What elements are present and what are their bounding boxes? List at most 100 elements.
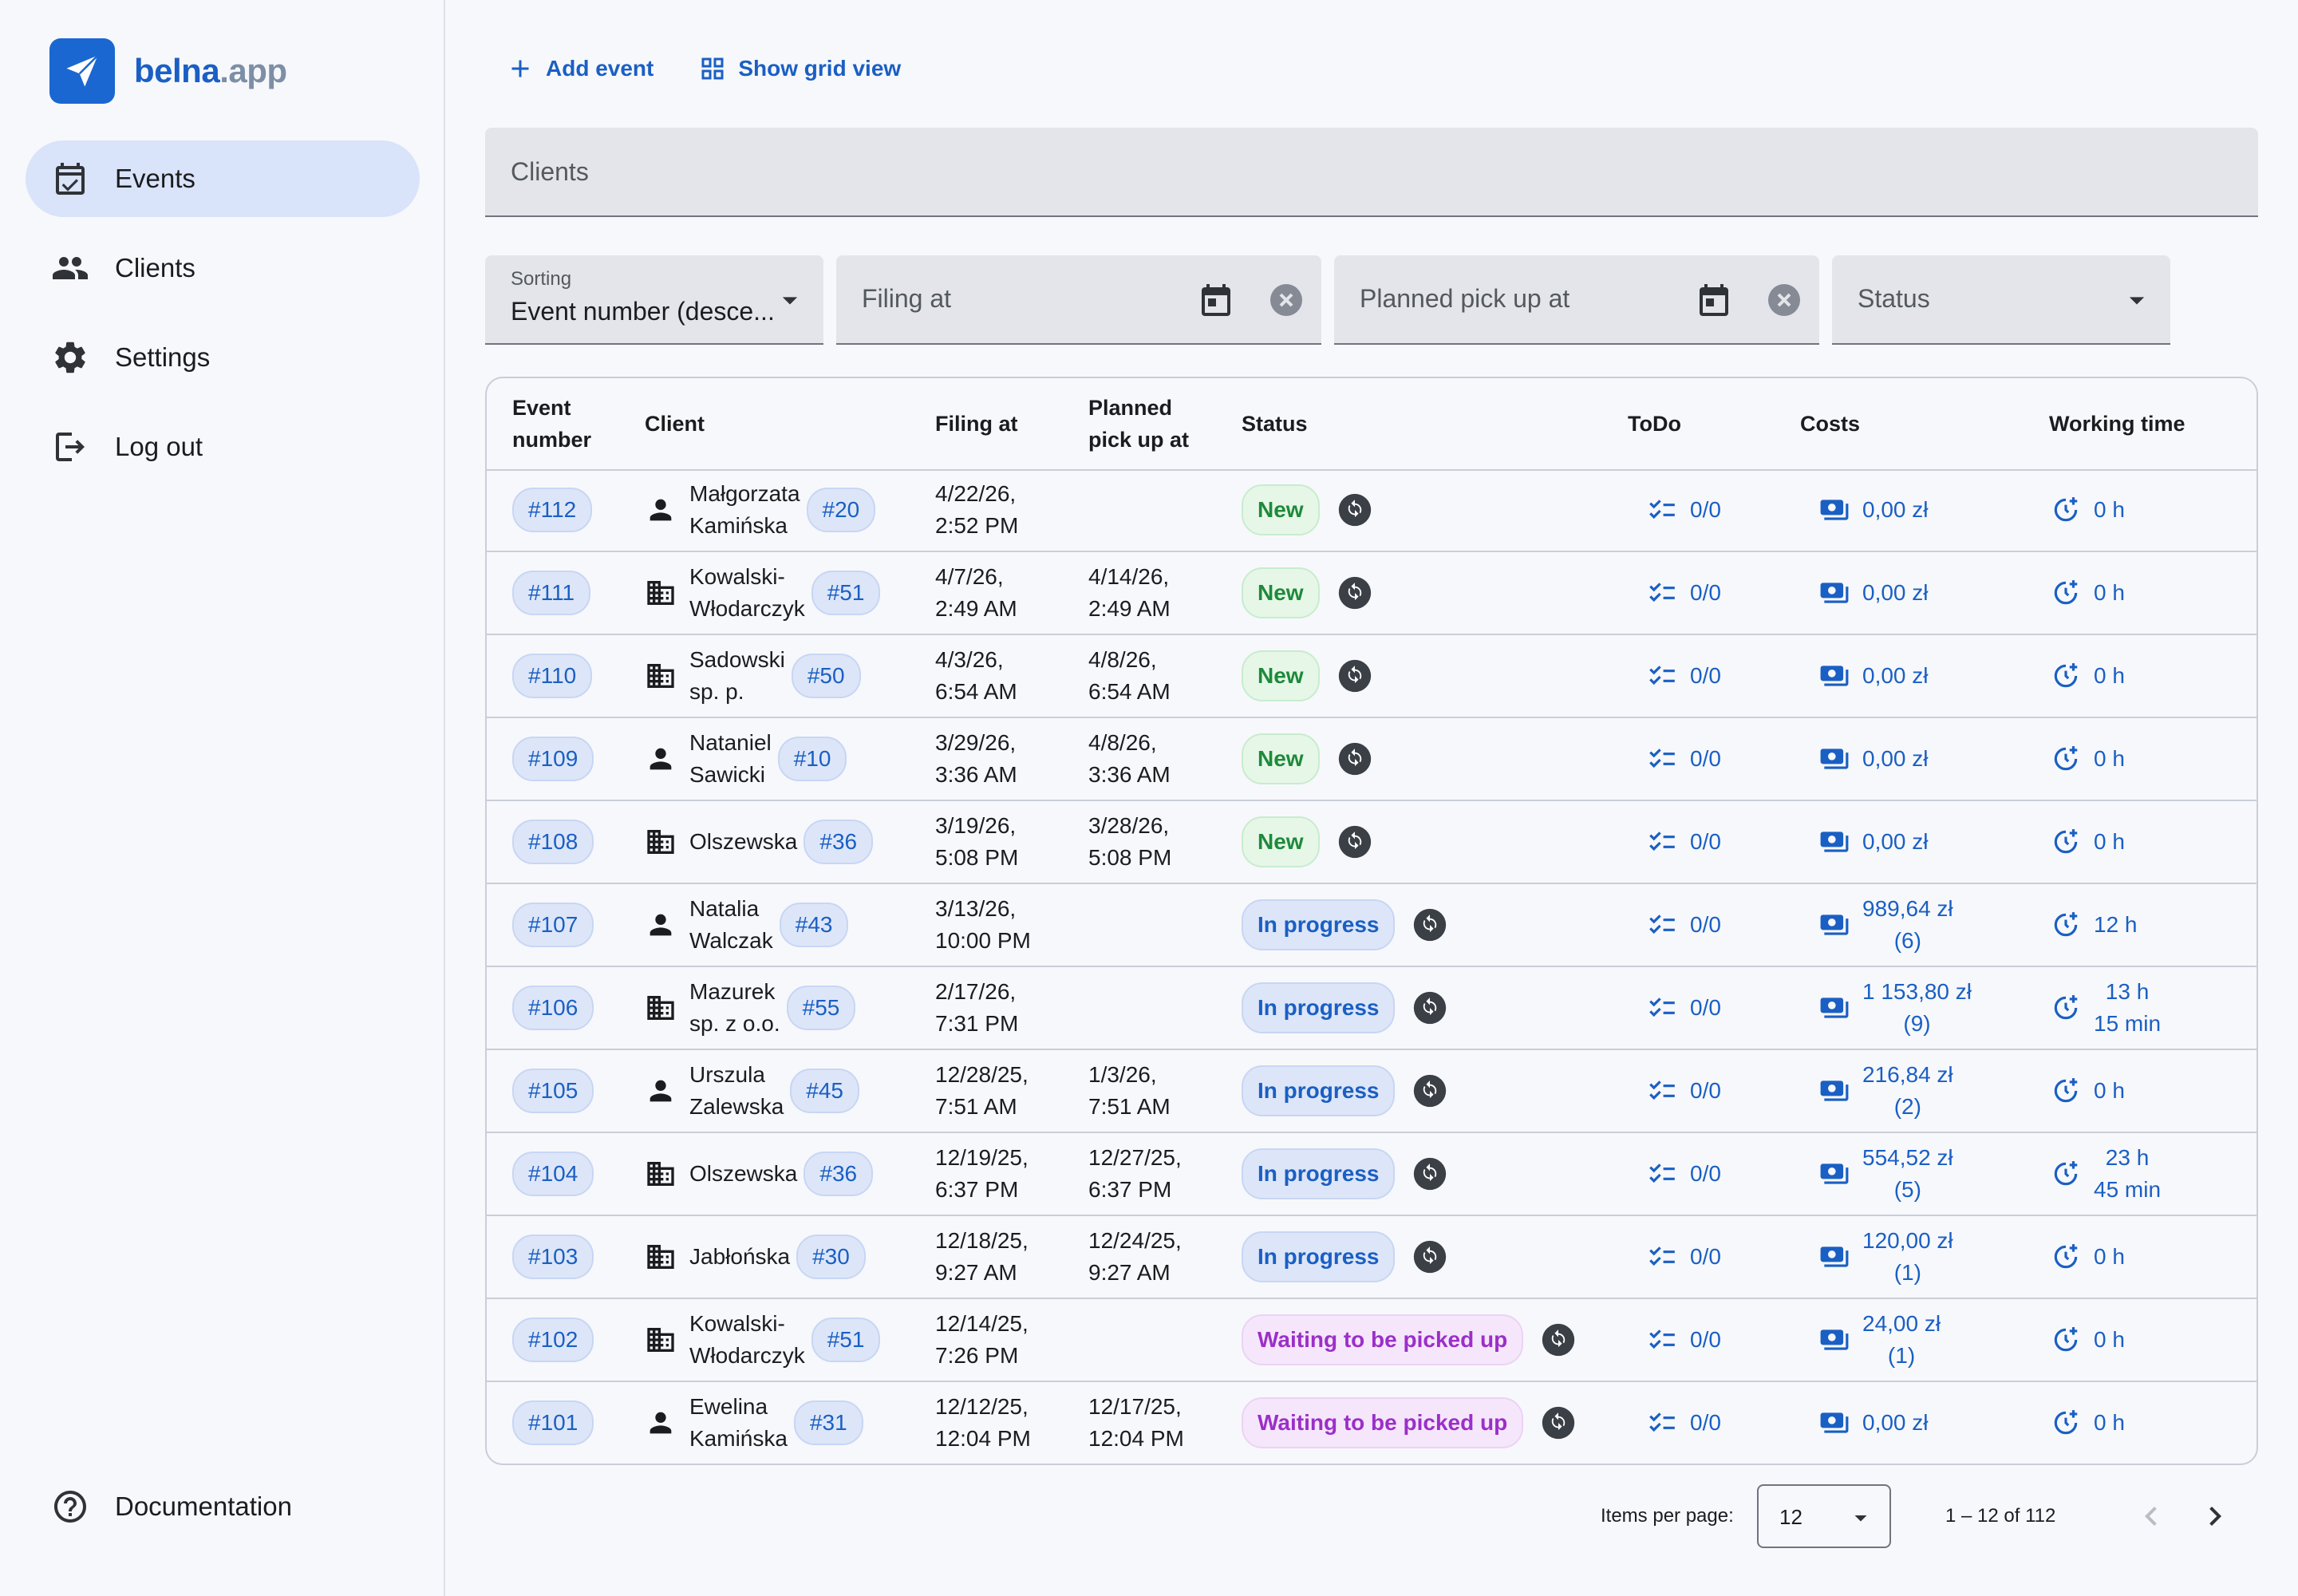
next-page-icon[interactable] <box>2196 1497 2234 1535</box>
sync-status-icon[interactable] <box>1337 658 1372 693</box>
client-id-chip[interactable]: #55 <box>786 986 856 1030</box>
event-number-chip[interactable]: #108 <box>512 820 594 864</box>
todo-metric[interactable]: 0/0 <box>1647 1075 1721 1107</box>
filing-at-date-input[interactable]: Filing at <box>836 255 1321 345</box>
working-time-metric[interactable]: 0 h <box>2051 1407 2125 1439</box>
event-number-chip[interactable]: #107 <box>512 903 594 947</box>
table-row[interactable]: #108 Olszewska #36 3/19/26, 5:08 PM 3/28/… <box>487 801 2257 884</box>
costs-metric[interactable]: 989,64 zł (6) <box>1819 893 1953 957</box>
table-row[interactable]: #111 Kowalski- Włodarczyk #51 4/7/26, 2:49… <box>487 552 2257 635</box>
header-working-time[interactable]: Working time <box>2049 412 2185 436</box>
working-time-metric[interactable]: 0 h <box>2051 826 2125 858</box>
event-number-chip[interactable]: #111 <box>512 571 591 615</box>
costs-metric[interactable]: 120,00 zł (1) <box>1819 1225 1953 1289</box>
table-row[interactable]: #105 Urszula Zalewska #45 12/28/25, 7:51 A… <box>487 1050 2257 1133</box>
client-id-chip[interactable]: #10 <box>777 737 847 781</box>
working-time-metric[interactable]: 0 h <box>2051 1241 2125 1273</box>
table-row[interactable]: #102 Kowalski- Włodarczyk #51 12/14/25, 7:… <box>487 1299 2257 1382</box>
status-badge[interactable]: In progress <box>1242 982 1396 1033</box>
calendar-icon[interactable] <box>1695 281 1733 319</box>
sync-status-icon[interactable] <box>1337 492 1372 527</box>
costs-metric[interactable]: 0,00 zł <box>1819 577 1929 609</box>
header-status[interactable]: Status <box>1242 412 1308 436</box>
event-number-chip[interactable]: #112 <box>512 488 593 532</box>
client-name[interactable]: Urszula Zalewska <box>689 1062 784 1119</box>
sync-status-icon[interactable] <box>1412 990 1447 1025</box>
sidebar-item-events[interactable]: Events <box>26 140 420 217</box>
client-name[interactable]: Małgorzata Kamińska <box>689 481 800 538</box>
table-row[interactable]: #109 Nataniel Sawicki #10 3/29/26, 3:36 AM… <box>487 718 2257 801</box>
clients-search-input[interactable]: Clients <box>485 128 2258 217</box>
working-time-metric[interactable]: 0 h <box>2051 494 2125 526</box>
todo-metric[interactable]: 0/0 <box>1647 1241 1721 1273</box>
client-name[interactable]: Kowalski- Włodarczyk <box>689 1311 805 1368</box>
costs-metric[interactable]: 0,00 zł <box>1819 743 1929 775</box>
costs-metric[interactable]: 554,52 zł (5) <box>1819 1142 1953 1206</box>
todo-metric[interactable]: 0/0 <box>1647 660 1721 692</box>
costs-metric[interactable]: 0,00 zł <box>1819 1407 1929 1439</box>
table-row[interactable]: #107 Natalia Walczak #43 3/13/26, 10:00 PM… <box>487 884 2257 967</box>
status-badge[interactable]: Waiting to be picked up <box>1242 1314 1524 1365</box>
client-name[interactable]: Jabłońska <box>689 1244 791 1269</box>
status-badge[interactable]: Waiting to be picked up <box>1242 1397 1524 1448</box>
sync-status-icon[interactable] <box>1337 575 1372 610</box>
working-time-metric[interactable]: 23 h 45 min <box>2051 1142 2161 1206</box>
sync-status-icon[interactable] <box>1412 1156 1447 1191</box>
header-event-number[interactable]: Event number <box>512 396 592 452</box>
client-id-chip[interactable]: #51 <box>811 571 881 615</box>
todo-metric[interactable]: 0/0 <box>1647 1324 1721 1356</box>
event-number-chip[interactable]: #103 <box>512 1235 594 1279</box>
client-id-chip[interactable]: #51 <box>811 1317 881 1362</box>
clear-icon[interactable] <box>1267 281 1305 319</box>
sync-status-icon[interactable] <box>1412 1073 1447 1108</box>
working-time-metric[interactable]: 0 h <box>2051 1075 2125 1107</box>
event-number-chip[interactable]: #104 <box>512 1152 594 1196</box>
table-row[interactable]: #104 Olszewska #36 12/19/25, 6:37 PM 12/2… <box>487 1133 2257 1216</box>
todo-metric[interactable]: 0/0 <box>1647 909 1721 941</box>
event-number-chip[interactable]: #110 <box>512 654 593 698</box>
event-number-chip[interactable]: #105 <box>512 1069 594 1113</box>
sidebar-item-logout[interactable]: Log out <box>26 409 420 485</box>
working-time-metric[interactable]: 0 h <box>2051 1324 2125 1356</box>
sidebar-item-settings[interactable]: Settings <box>26 319 420 396</box>
client-id-chip[interactable]: #20 <box>806 488 876 532</box>
client-name[interactable]: Nataniel Sawicki <box>689 730 772 787</box>
status-badge[interactable]: New <box>1242 650 1320 701</box>
items-per-page-select[interactable]: 12 <box>1757 1484 1891 1548</box>
working-time-metric[interactable]: 0 h <box>2051 743 2125 775</box>
client-id-chip[interactable]: #31 <box>793 1400 863 1445</box>
client-id-chip[interactable]: #36 <box>804 820 874 864</box>
header-planned-pick-up-at[interactable]: Planned pick up at <box>1088 396 1190 452</box>
todo-metric[interactable]: 0/0 <box>1647 494 1721 526</box>
status-badge[interactable]: In progress <box>1242 899 1396 950</box>
status-badge[interactable]: New <box>1242 567 1320 618</box>
sync-status-icon[interactable] <box>1541 1405 1576 1440</box>
clear-icon[interactable] <box>1765 281 1803 319</box>
client-id-chip[interactable]: #43 <box>779 903 849 947</box>
status-badge[interactable]: New <box>1242 816 1320 867</box>
todo-metric[interactable]: 0/0 <box>1647 1407 1721 1439</box>
header-filing-at[interactable]: Filing at <box>935 412 1018 436</box>
table-row[interactable]: #110 Sadowski sp. p. #50 4/3/26, 6:54 AM 4… <box>487 635 2257 718</box>
sync-status-icon[interactable] <box>1412 1239 1447 1274</box>
costs-metric[interactable]: 0,00 zł <box>1819 660 1929 692</box>
working-time-metric[interactable]: 13 h 15 min <box>2051 976 2161 1040</box>
client-name[interactable]: Mazurek sp. z o.o. <box>689 979 780 1036</box>
table-row[interactable]: #101 Ewelina Kamińska #31 12/12/25, 12:04 … <box>487 1382 2257 1464</box>
client-name[interactable]: Sadowski sp. p. <box>689 647 785 704</box>
client-id-chip[interactable]: #45 <box>790 1069 859 1113</box>
working-time-metric[interactable]: 0 h <box>2051 577 2125 609</box>
sync-status-icon[interactable] <box>1412 907 1447 942</box>
status-badge[interactable]: In progress <box>1242 1231 1396 1282</box>
costs-metric[interactable]: 24,00 zł (1) <box>1819 1308 1941 1372</box>
todo-metric[interactable]: 0/0 <box>1647 826 1721 858</box>
client-id-chip[interactable]: #30 <box>796 1235 866 1279</box>
sorting-select[interactable]: Sorting Event number (desce... <box>485 255 823 345</box>
sidebar-item-documentation[interactable]: Documentation <box>26 1468 420 1545</box>
todo-metric[interactable]: 0/0 <box>1647 992 1721 1024</box>
sync-status-icon[interactable] <box>1337 824 1372 859</box>
table-row[interactable]: #103 Jabłońska #30 12/18/25, 9:27 AM 12/2… <box>487 1216 2257 1299</box>
sync-status-icon[interactable] <box>1541 1322 1576 1357</box>
costs-metric[interactable]: 1 153,80 zł (9) <box>1819 976 1972 1040</box>
todo-metric[interactable]: 0/0 <box>1647 743 1721 775</box>
